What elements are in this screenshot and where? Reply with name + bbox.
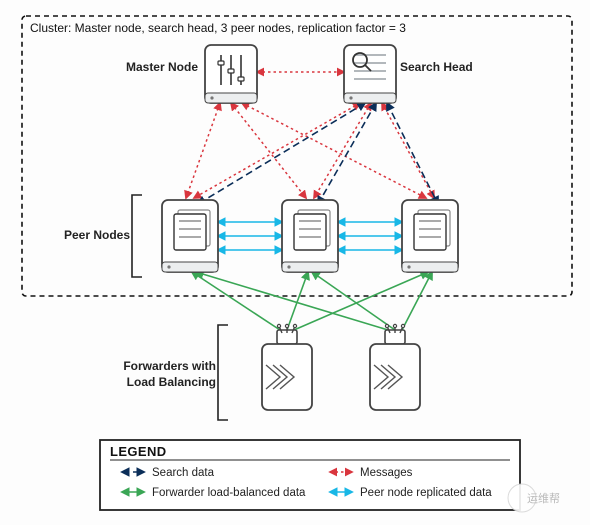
- legend-label: Forwarder load-balanced data: [152, 487, 306, 499]
- edge-messages: [186, 103, 220, 198]
- forwarder-node: [262, 324, 312, 410]
- label-peers: Peer Nodes: [64, 228, 130, 242]
- edge-forwarder: [192, 272, 280, 330]
- label-forwarders: Forwarders with: [123, 359, 216, 373]
- forwarder-node: [370, 324, 420, 410]
- label-forwarders: Load Balancing: [127, 375, 216, 389]
- legend-title: LEGEND: [110, 444, 167, 459]
- legend-label: Messages: [360, 467, 413, 479]
- edge-forwarder: [312, 272, 395, 330]
- label-search: Search Head: [400, 60, 473, 74]
- search-head: [344, 45, 396, 103]
- watermark-text: 运维帮: [527, 492, 560, 505]
- cluster-diagram: Cluster: Master node, search head, 3 pee…: [0, 0, 590, 525]
- edge-messages: [231, 103, 306, 198]
- cluster-title: Cluster: Master node, search head, 3 pee…: [30, 21, 406, 35]
- bracket: [132, 195, 142, 277]
- bracket: [218, 325, 228, 420]
- label-master: Master Node: [126, 60, 198, 74]
- edge-search: [387, 103, 438, 204]
- master-node: [205, 45, 257, 103]
- legend-label: Search data: [152, 467, 215, 479]
- edge-search: [318, 103, 376, 204]
- peer-node: [282, 200, 338, 272]
- peer-node: [162, 200, 218, 272]
- edge-messages: [382, 103, 434, 198]
- peer-node: [402, 200, 458, 272]
- legend-label: Peer node replicated data: [360, 487, 492, 499]
